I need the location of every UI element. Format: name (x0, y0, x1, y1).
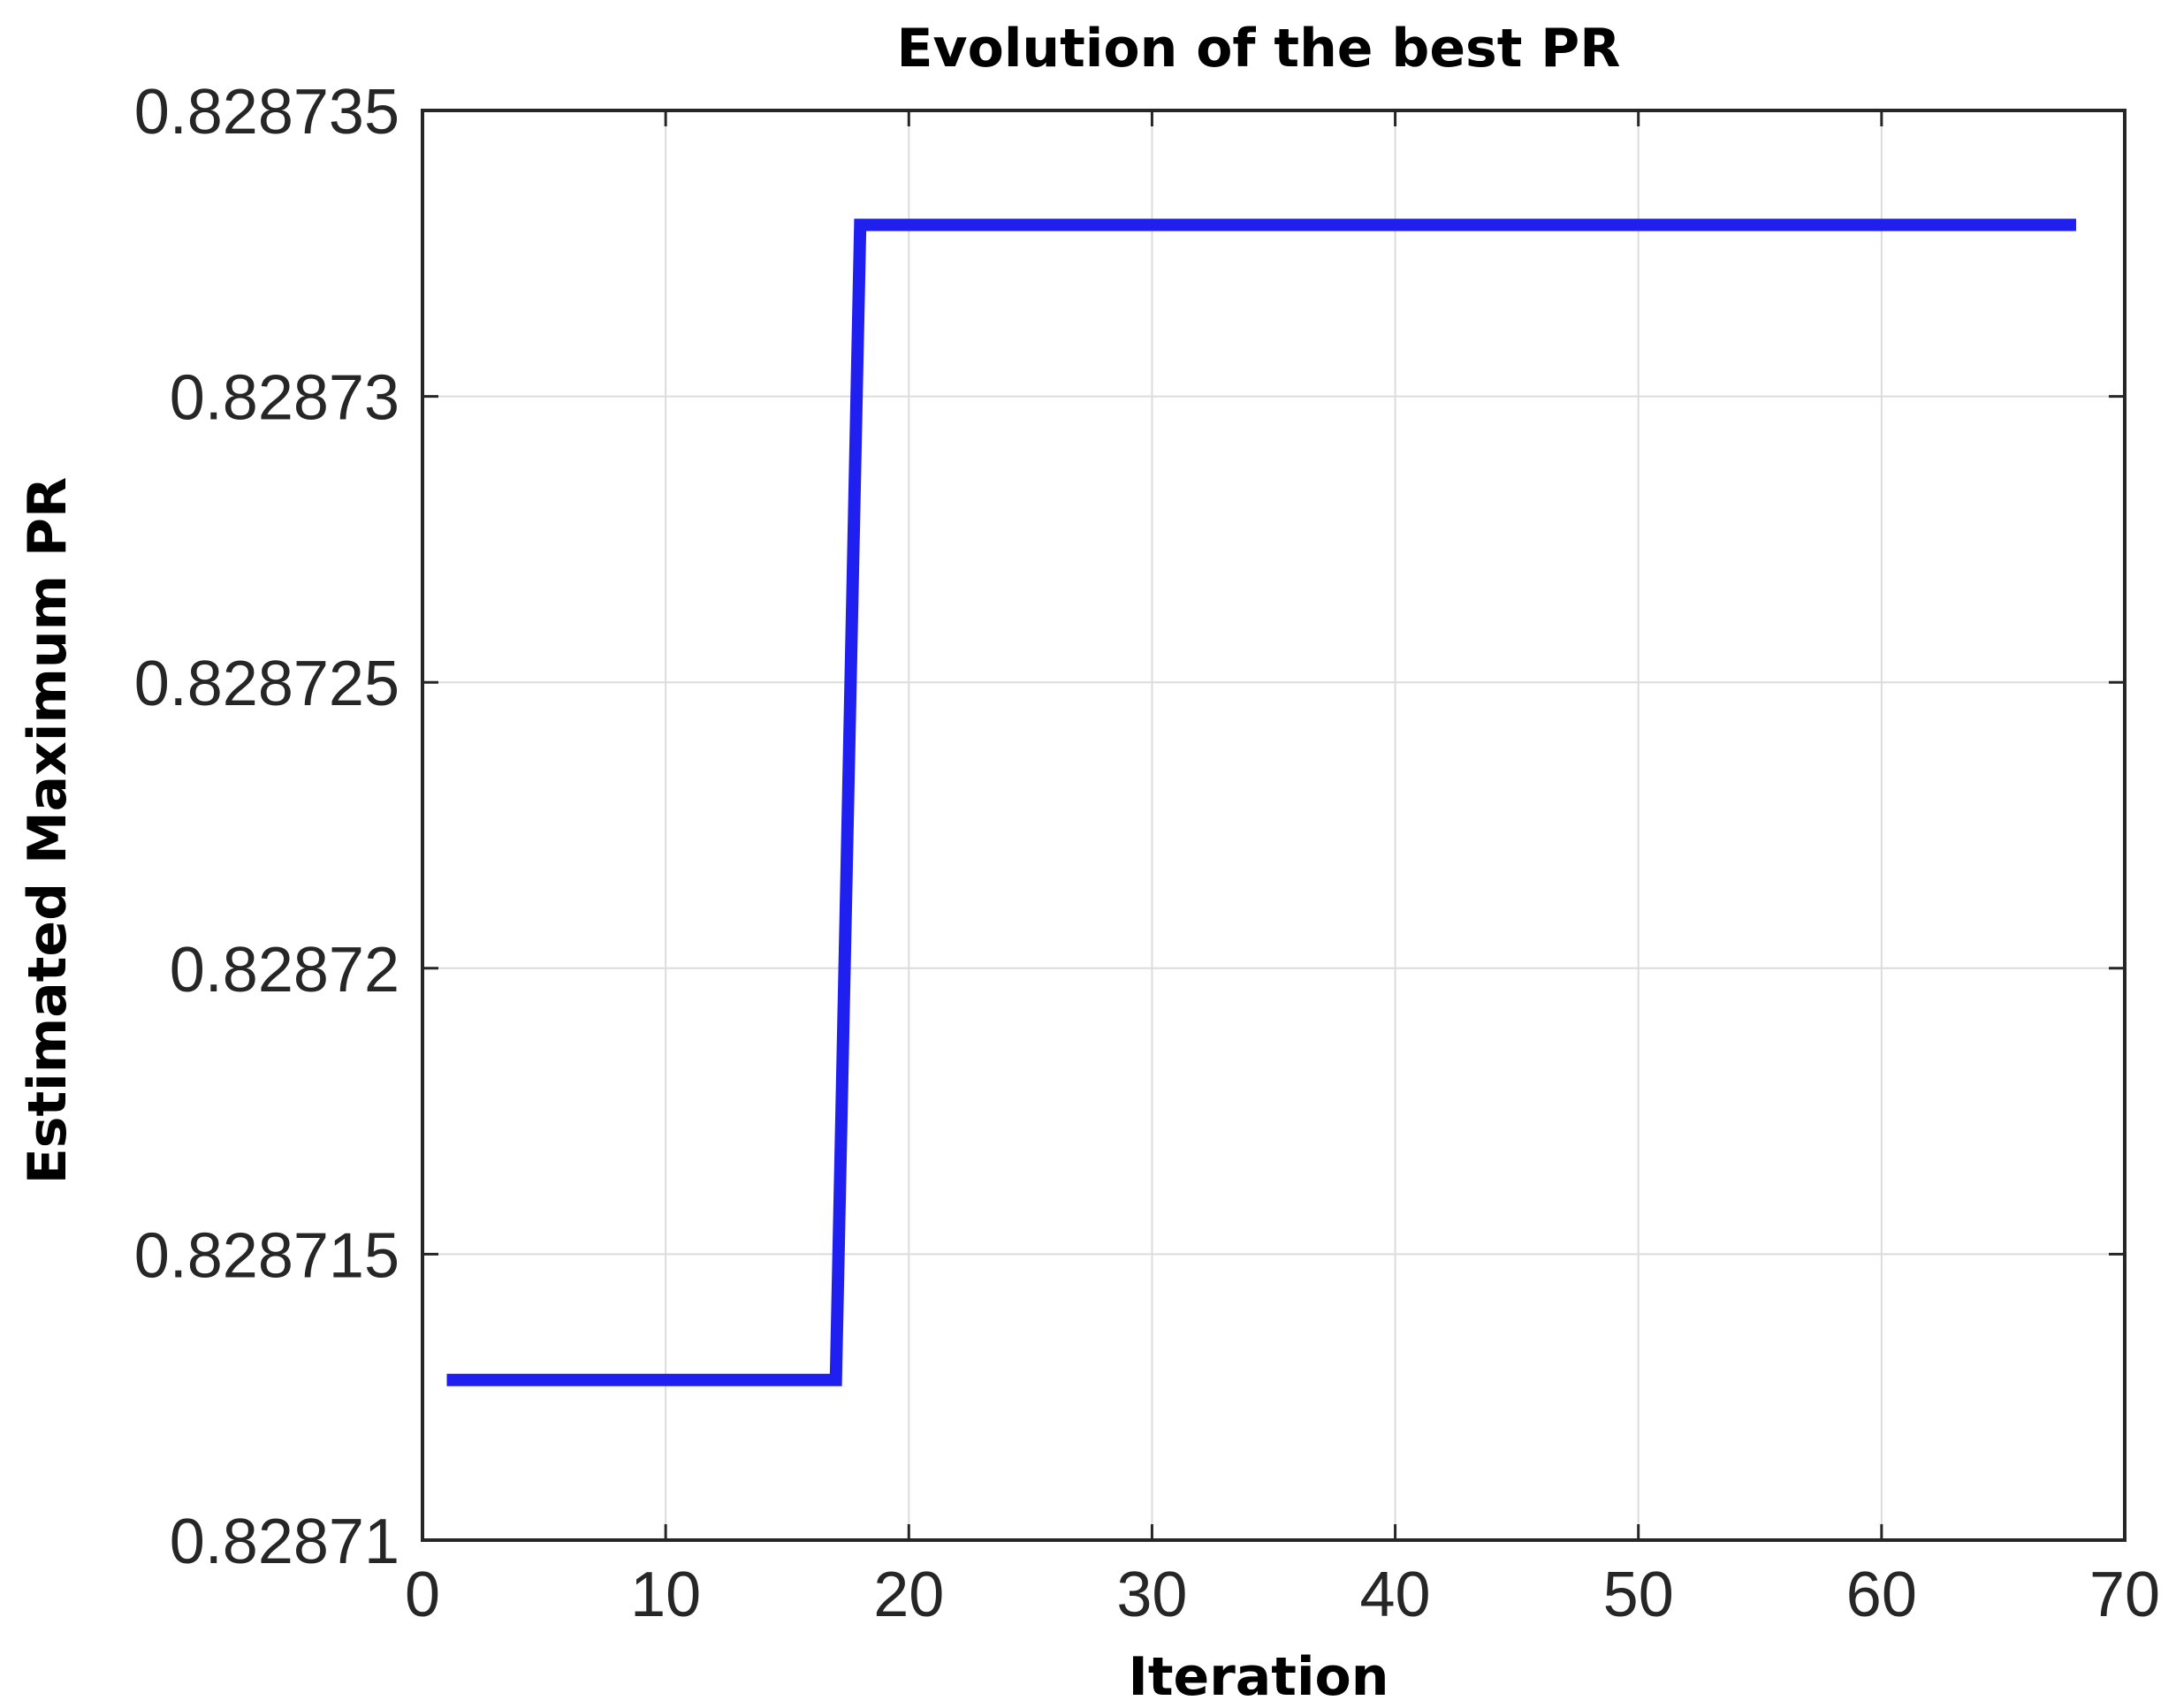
series-line (446, 218, 2076, 1386)
grid-lines (422, 110, 2126, 1541)
y-tick-label: 0.828715 (134, 1220, 399, 1291)
axis-ticks (421, 109, 2127, 1542)
x-tick-label: 10 (630, 1560, 701, 1630)
y-tick-label: 0.82873 (170, 363, 399, 434)
x-tick-label: 70 (2089, 1560, 2160, 1630)
y-tick-label: 0.828735 (134, 77, 399, 148)
y-axis-label: Estimated Maximum PR (17, 477, 79, 1184)
x-tick-label: 20 (873, 1560, 944, 1630)
tick-labels: 0 10 20 30 40 50 60 70 0.82871 0.828715 0.82872 0.8… (134, 77, 2160, 1630)
chart-title: Evolution of the best PR (897, 18, 1621, 80)
y-tick-label: 0.82871 (170, 1507, 399, 1577)
x-tick-label: 30 (1116, 1560, 1187, 1630)
plot-frame (421, 109, 2127, 1542)
x-tick-label: 0 (405, 1560, 440, 1630)
x-tick-label: 60 (1846, 1560, 1917, 1630)
y-tick-label: 0.828725 (134, 649, 399, 719)
y-tick-label: 0.82872 (170, 935, 399, 1006)
x-tick-label: 40 (1360, 1560, 1431, 1630)
x-tick-label: 50 (1603, 1560, 1674, 1630)
series-layer (446, 218, 2076, 1386)
x-axis-label: Iteration (1129, 1646, 1389, 1708)
